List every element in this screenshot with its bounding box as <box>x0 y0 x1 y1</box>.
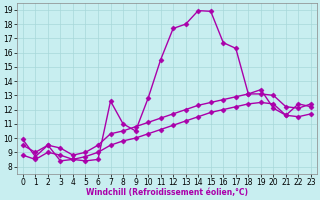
X-axis label: Windchill (Refroidissement éolien,°C): Windchill (Refroidissement éolien,°C) <box>86 188 248 197</box>
